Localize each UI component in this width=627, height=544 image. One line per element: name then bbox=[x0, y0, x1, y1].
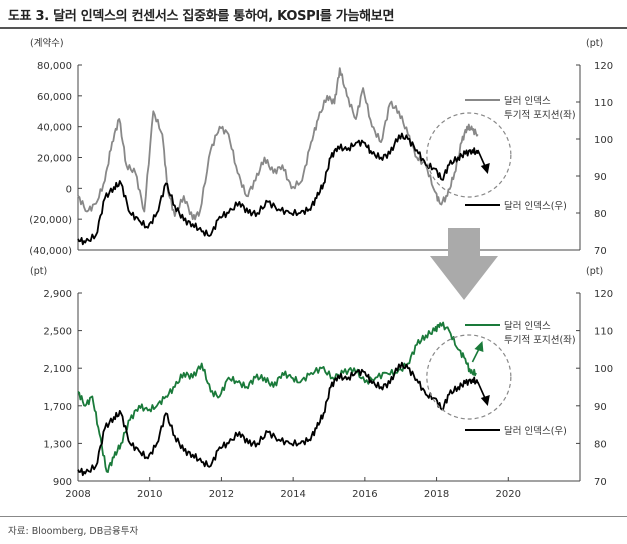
bottom-x-tick-label: 2008 bbox=[65, 489, 90, 500]
top-right-tick-label: 90 bbox=[594, 172, 607, 183]
bottom-left-tick-label: 2,100 bbox=[43, 364, 72, 375]
top-legend-label-2: 달러 인덱스(우) bbox=[504, 200, 567, 212]
bottom-x-tick-label: 2014 bbox=[280, 489, 305, 500]
bottom-right-axis-label: (pt) bbox=[586, 266, 603, 277]
bottom-left-axis-label: (pt) bbox=[30, 266, 47, 277]
bottom-x-tick-label: 2012 bbox=[209, 489, 234, 500]
top-right-tick-label: 70 bbox=[594, 246, 607, 257]
bottom-legend-label-1a: 달러 인덱스 bbox=[504, 320, 551, 332]
top-down-arrow-head bbox=[480, 163, 490, 174]
bottom-left-tick-label: 1,300 bbox=[43, 439, 72, 450]
footer-rule bbox=[0, 516, 627, 517]
top-left-tick-label: 40,000 bbox=[37, 123, 72, 134]
bottom-right-tick-label: 110 bbox=[594, 327, 613, 338]
top-annotation-circle bbox=[426, 112, 512, 198]
top-right-tick-label: 100 bbox=[594, 135, 613, 146]
bottom-right-tick-label: 70 bbox=[594, 477, 607, 488]
bottom-left-tick-label: 2,900 bbox=[43, 289, 72, 300]
bottom-x-tick-label: 2018 bbox=[424, 489, 449, 500]
bottom-left-tick-label: 900 bbox=[53, 477, 72, 488]
bottom-x-tick-label: 2016 bbox=[352, 489, 377, 500]
top-left-tick-label: 80,000 bbox=[37, 61, 72, 72]
top-legend-label-1b: 투기적 포지션(좌) bbox=[504, 109, 576, 121]
bottom-up-arrow-shaft bbox=[471, 347, 481, 363]
bottom-legend-label-2: 달러 인덱스(우) bbox=[504, 425, 567, 437]
bottom-right-tick-label: 90 bbox=[594, 402, 607, 413]
top-left-tick-label: 20,000 bbox=[37, 154, 72, 165]
bottom-right-tick-label: 100 bbox=[594, 364, 613, 375]
top-right-axis-label: (pt) bbox=[586, 38, 603, 49]
transition-down-arrow bbox=[430, 228, 498, 300]
top-right-tick-label: 110 bbox=[594, 98, 613, 109]
top-legend-label-1a: 달러 인덱스 bbox=[504, 95, 551, 107]
bottom-legend-label-1b: 투기적 포지션(좌) bbox=[504, 334, 576, 346]
chart-canvas: (계약수) (pt) 80,000 60,000 40,000 20,000 0 (20,00… bbox=[29, 37, 613, 500]
top-series-line-2 bbox=[77, 132, 479, 246]
top-left-axis-label: (계약수) bbox=[30, 37, 64, 49]
bottom-up-arrow-head bbox=[474, 341, 484, 352]
top-left-tick-label: (40,000) bbox=[29, 246, 72, 257]
page-title: 도표 3. 달러 인덱스의 컨센서스 집중화를 통하여, KOSPI를 가늠해보… bbox=[8, 9, 395, 24]
source-note: 자료: Bloomberg, DB금융투자 bbox=[8, 526, 139, 537]
top-left-tick-label: 60,000 bbox=[37, 92, 72, 103]
bottom-left-tick-label: 2,500 bbox=[43, 327, 72, 338]
title-rule bbox=[0, 27, 627, 29]
bottom-right-tick-label: 120 bbox=[594, 289, 613, 300]
bottom-annotation-circle bbox=[426, 334, 512, 420]
bottom-x-tick-label: 2020 bbox=[496, 489, 521, 500]
top-series-line-1 bbox=[77, 67, 479, 221]
top-right-tick-label: 80 bbox=[594, 209, 607, 220]
top-left-tick-label: 0 bbox=[66, 184, 72, 195]
bottom-series-line-1 bbox=[77, 321, 477, 473]
bottom-down-arrow-head bbox=[480, 395, 490, 406]
bottom-left-tick-label: 1,700 bbox=[43, 402, 72, 413]
bottom-series-line-2 bbox=[77, 361, 479, 477]
top-left-tick-label: (20,000) bbox=[29, 215, 72, 226]
top-right-tick-label: 120 bbox=[594, 61, 613, 72]
bottom-right-tick-label: 80 bbox=[594, 439, 607, 450]
bottom-x-tick-label: 2010 bbox=[137, 489, 162, 500]
